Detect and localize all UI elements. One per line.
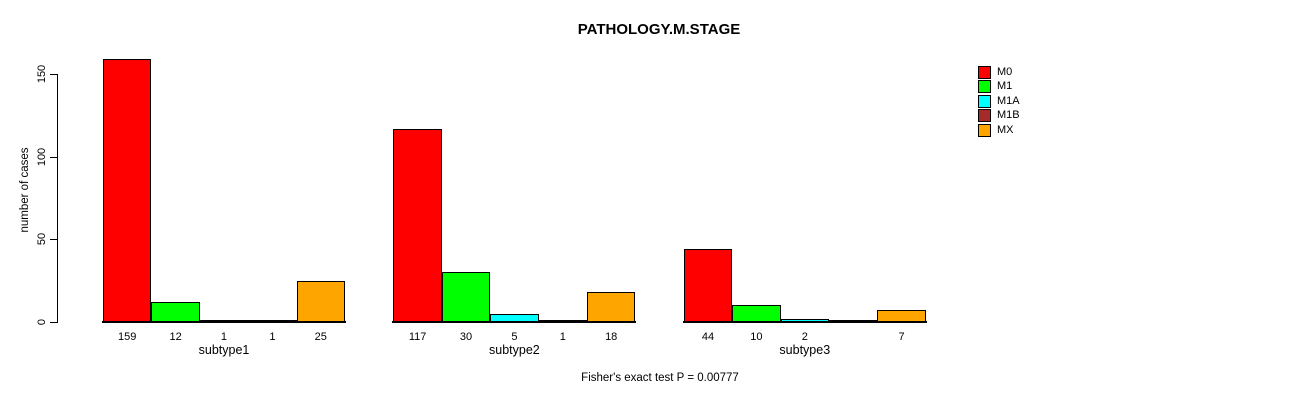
bar-count-subtype2-M1B: 1 <box>559 331 566 343</box>
legend-swatch-M0 <box>978 66 991 79</box>
y-tick-0 <box>50 322 57 323</box>
legend-label-M1A: M1A <box>997 94 1020 107</box>
bar-subtype1-M1A <box>199 320 249 322</box>
bar-count-subtype1-M0: 159 <box>118 331 137 343</box>
y-tick-50 <box>50 239 57 241</box>
y-tick-label-150: 150 <box>36 64 48 84</box>
legend-swatch-M1B <box>978 109 991 123</box>
group-baseline-subtype1 <box>102 321 346 323</box>
bar-subtype2-M0 <box>393 128 442 322</box>
bar-count-subtype1-M1: 12 <box>169 331 182 343</box>
group-baseline-subtype3 <box>682 321 927 323</box>
group-baseline-subtype2 <box>392 321 637 323</box>
bar-count-subtype1-M1B: 1 <box>269 331 276 343</box>
bar-count-subtype1-M1A: 1 <box>220 331 228 343</box>
legend-label-M0: M0 <box>997 66 1013 78</box>
legend-label-M1: M1 <box>997 80 1013 93</box>
bar-count-subtype2-M1A: 5 <box>511 331 518 343</box>
y-axis-line <box>57 74 58 323</box>
bar-subtype3-M1B <box>829 320 878 322</box>
bar-subtype3-M0 <box>683 249 733 322</box>
bar-count-subtype3-M1A: 2 <box>801 331 808 343</box>
bar-subtype2-M1 <box>441 272 491 322</box>
y-tick-label-50: 50 <box>36 233 48 246</box>
group-label-subtype2: subtype2 <box>489 343 540 357</box>
bar-count-subtype3-MX: 7 <box>898 331 905 343</box>
bar-count-subtype2-M1: 30 <box>459 331 473 343</box>
legend-swatch-MX <box>978 123 991 137</box>
bar-subtype3-MX <box>877 310 926 322</box>
bar-count-subtype1-MX: 25 <box>314 331 327 343</box>
y-axis-label: number of cases <box>19 147 31 233</box>
bar-subtype3-M1A <box>780 318 829 322</box>
legend-label-MX: MX <box>997 123 1014 136</box>
bar-subtype1-M1 <box>151 302 200 322</box>
bar-subtype2-M1A <box>490 313 539 322</box>
bar-subtype1-M1B <box>248 320 297 322</box>
bar-subtype1-MX <box>296 280 345 322</box>
y-tick-150 <box>50 74 57 75</box>
group-label-subtype3: subtype3 <box>779 343 831 357</box>
legend-swatch-M1A <box>978 94 991 108</box>
bar-count-subtype2-MX: 18 <box>605 331 618 343</box>
bar-count-subtype3-M0: 44 <box>701 331 715 343</box>
legend-label-M1B: M1B <box>997 109 1020 122</box>
bar-subtype3-M1 <box>732 305 781 322</box>
bar-subtype1-M0 <box>103 59 152 322</box>
stats-footer: Fisher's exact test P = 0.00777 <box>581 372 739 384</box>
chart-title: PATHOLOGY.M.STAGE <box>577 21 741 38</box>
bar-count-subtype3-M1: 10 <box>750 331 763 343</box>
y-tick-label-0: 0 <box>36 318 48 326</box>
legend-swatch-M1 <box>978 80 991 94</box>
group-label-subtype1: subtype1 <box>198 343 250 357</box>
bar-subtype2-MX <box>587 292 636 322</box>
y-tick-100 <box>50 156 57 158</box>
y-tick-label-100: 100 <box>36 147 48 166</box>
bar-subtype2-M1B <box>538 320 587 322</box>
bar-count-subtype2-M0: 117 <box>408 331 427 343</box>
